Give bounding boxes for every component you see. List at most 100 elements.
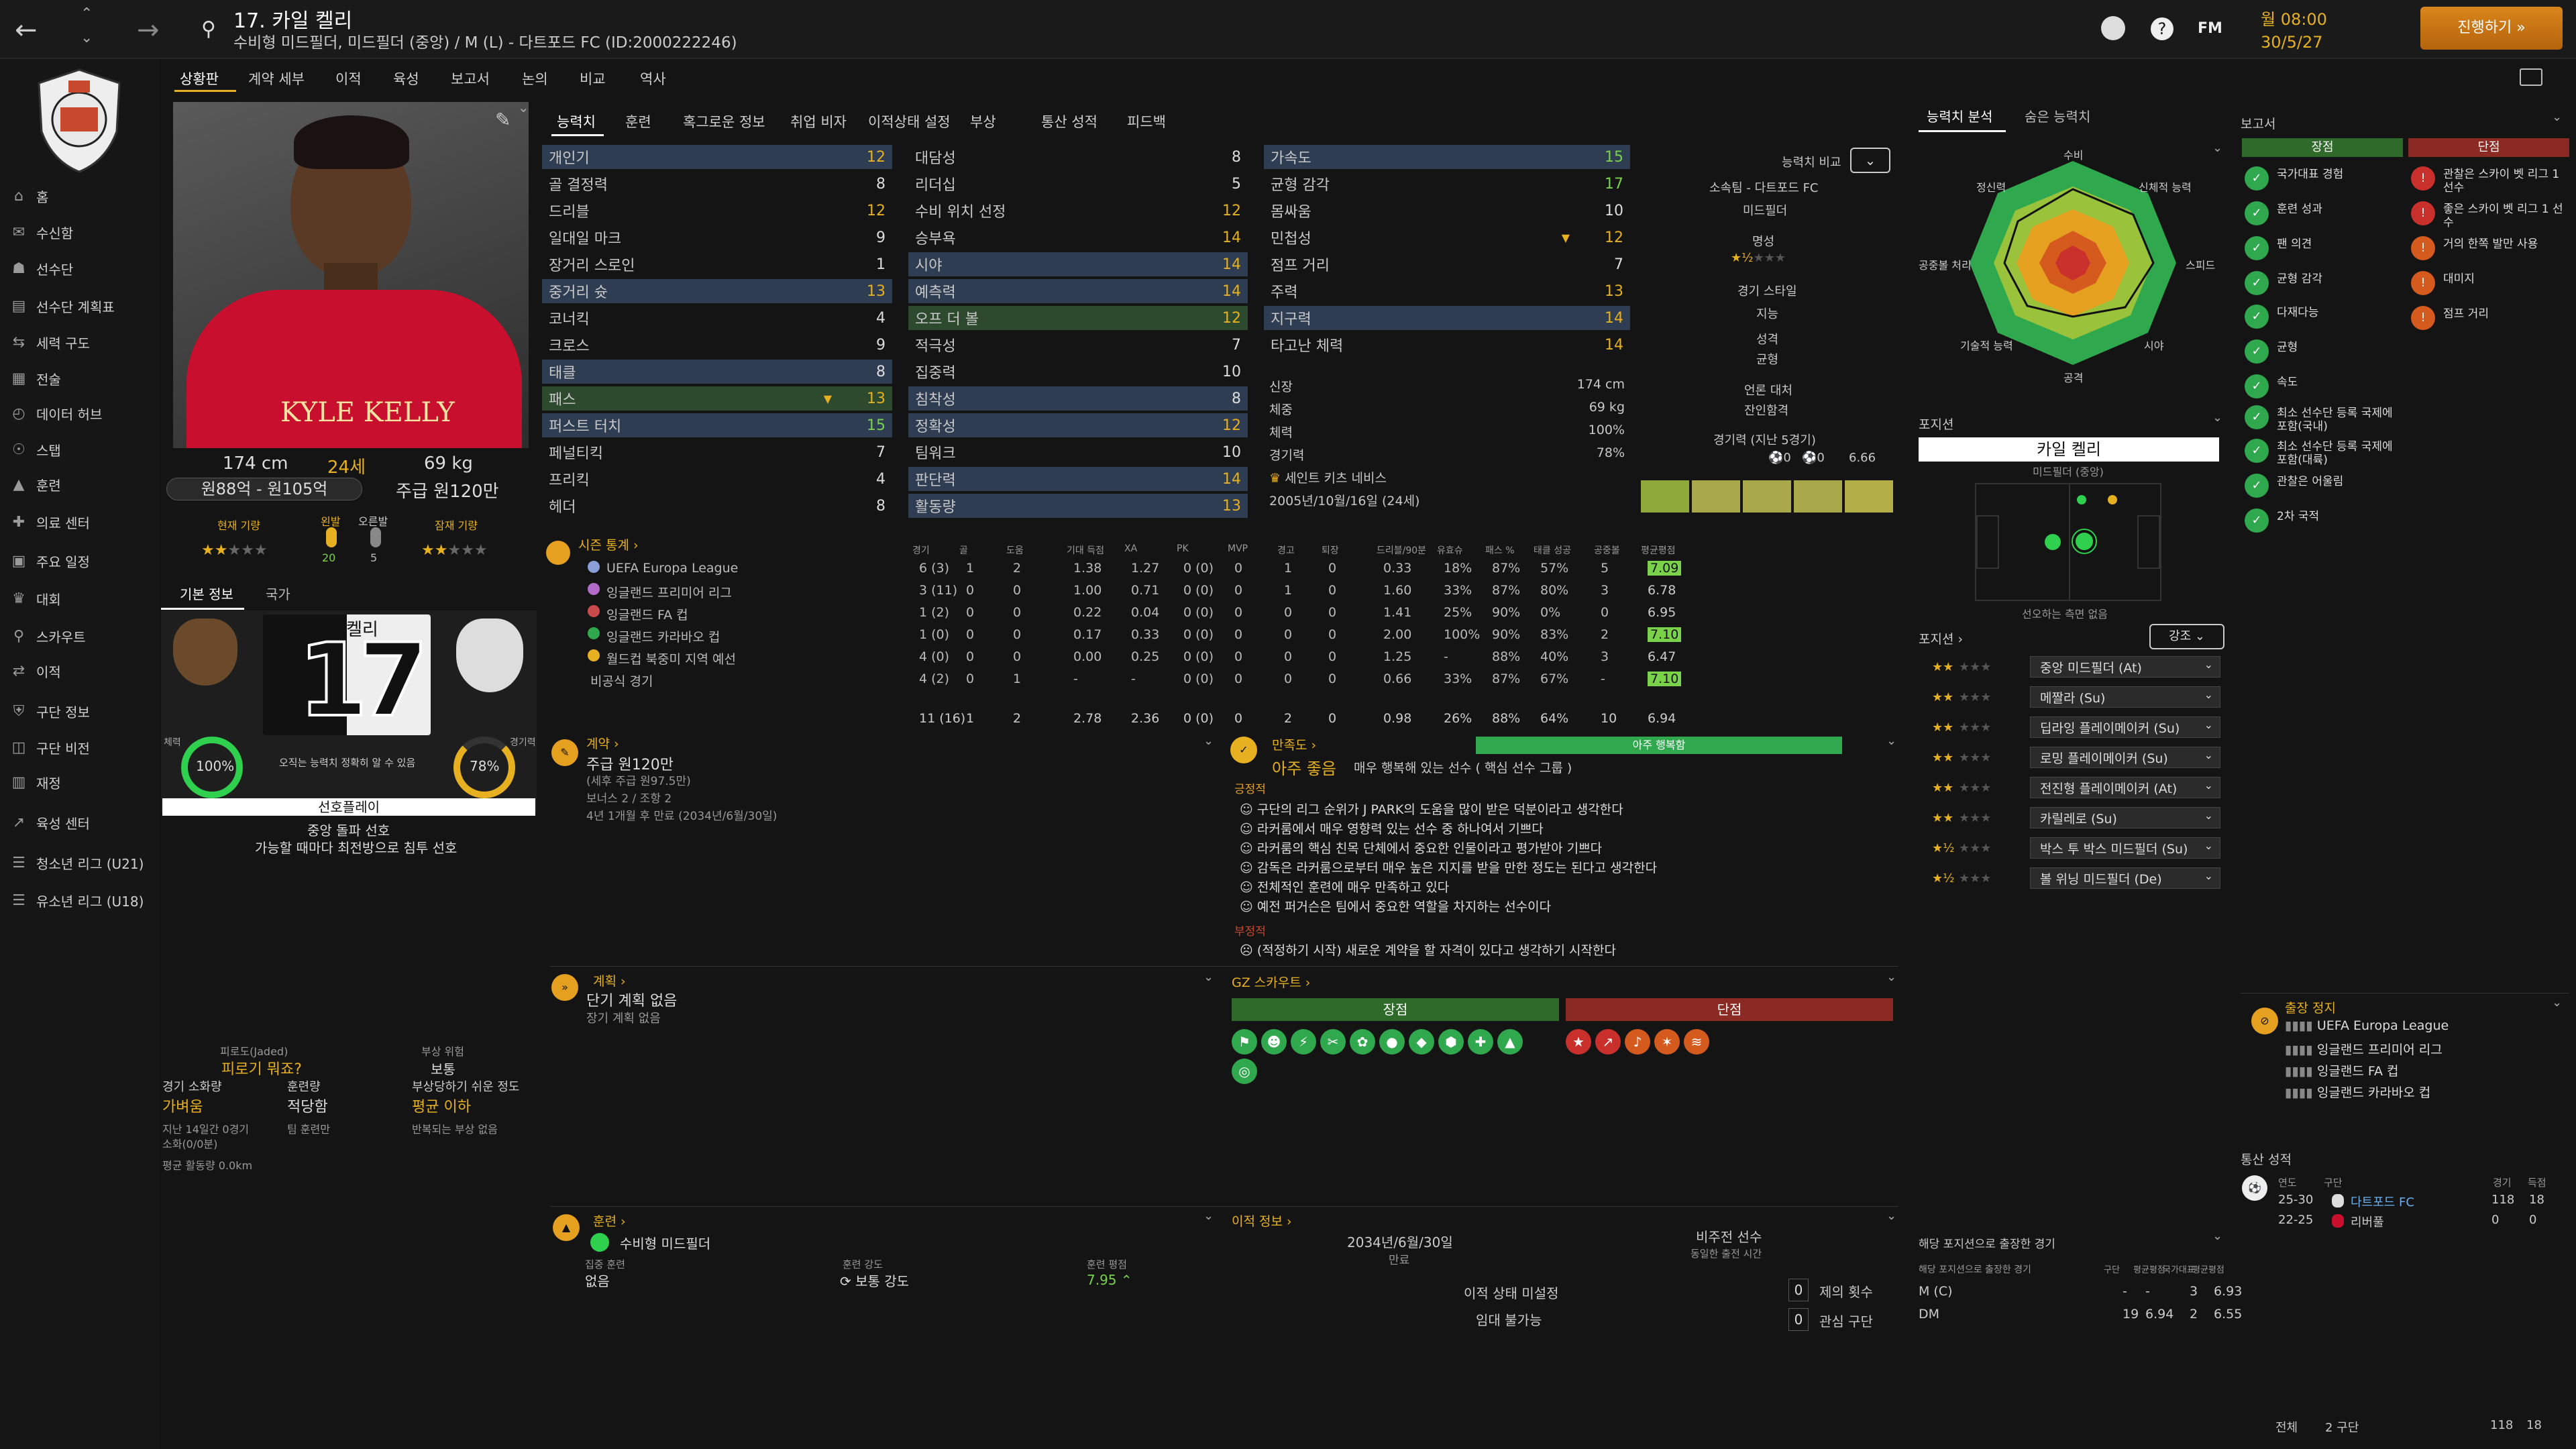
- stats-row[interactable]: 잉글랜드 프리미어 리그 3 (11) 0 0 1.00 0.71 0 (0) 0 1 0 1.60…: [577, 579, 1898, 601]
- role-row[interactable]: ★½ ★★★ 볼 위닝 미드필더 (De) ⌄: [1919, 866, 2222, 892]
- attr-row[interactable]: 정확성 12: [908, 413, 1248, 437]
- chevron-down-icon[interactable]: ⌄: [2212, 411, 2223, 425]
- attr-row[interactable]: 리더십 5: [908, 172, 1248, 196]
- attr-row[interactable]: 시야 14: [908, 252, 1248, 276]
- season-stats-title[interactable]: 시즌 통계 ›: [578, 538, 639, 553]
- attr-tab-3[interactable]: 취업 비자: [790, 114, 847, 130]
- help-icon[interactable]: ?: [2151, 17, 2174, 40]
- career-row[interactable]: 22-25 리버풀 0 0: [2278, 1212, 2560, 1232]
- attr-tab-0[interactable]: 능력치: [557, 114, 596, 130]
- attr-tab-4[interactable]: 이적상태 설정: [868, 114, 951, 130]
- basic-info-tab[interactable]: 기본 정보: [180, 586, 233, 602]
- attr-row[interactable]: 활동량 13: [908, 494, 1248, 518]
- subtab-transfer[interactable]: 이적: [335, 71, 362, 87]
- nav-item-1[interactable]: ✉ 수신함: [9, 217, 157, 247]
- training-title[interactable]: 훈련 ›: [593, 1214, 626, 1229]
- attr-row[interactable]: 일대일 마크 9: [542, 225, 892, 250]
- attr-row[interactable]: 타고난 체력 14: [1264, 333, 1630, 357]
- attr-row[interactable]: 중거리 슛 13: [542, 279, 892, 303]
- stats-row[interactable]: 월드컵 북중미 지역 예선 4 (0) 0 0 0.00 0.25 0 (0) 0 0 0 1.25…: [577, 645, 1898, 667]
- subtab-reports[interactable]: 보고서: [451, 71, 490, 87]
- nav-item-8[interactable]: ▲ 훈련: [9, 470, 157, 499]
- role-row[interactable]: ★★ ★★★ 카릴레로 (Su) ⌄: [1919, 806, 2222, 831]
- attr-row[interactable]: 장거리 스로인 1: [542, 252, 892, 276]
- nav-item-2[interactable]: ☗ 선수단: [9, 254, 157, 283]
- nav-item-7[interactable]: ☉ 스탭: [9, 435, 157, 464]
- attr-row[interactable]: 퍼스트 터치 15: [542, 413, 892, 437]
- continue-button[interactable]: 진행하기 »: [2420, 7, 2563, 50]
- chevron-down-icon[interactable]: ⌄: [1203, 1209, 1214, 1223]
- nav-item-6[interactable]: ◴ 데이터 허브: [9, 398, 157, 428]
- scout-title[interactable]: GZ 스카우트 ›: [1232, 975, 1311, 990]
- attr-row[interactable]: 개인기 12: [542, 145, 892, 169]
- role-dropdown[interactable]: 볼 위닝 미드필더 (De) ⌄: [2030, 867, 2220, 889]
- career-row[interactable]: 25-30 다트포드 FC 118 18: [2278, 1191, 2560, 1212]
- attr-row[interactable]: 승부욕 14: [908, 225, 1248, 250]
- role-row[interactable]: ★★ ★★★ 로밍 플레이메이커 (Su) ⌄: [1919, 745, 2222, 771]
- attr-row[interactable]: 주력 13: [1264, 279, 1630, 303]
- role-dropdown[interactable]: 로밍 플레이메이커 (Su) ⌄: [2030, 747, 2220, 768]
- subtab-compare[interactable]: 비교: [580, 71, 606, 87]
- attr-row[interactable]: 태클 8: [542, 360, 892, 384]
- nav-item-18[interactable]: ☰ 청소년 리그 (U21): [9, 848, 157, 877]
- contract-title[interactable]: 계약 ›: [586, 737, 619, 751]
- chevron-down-icon[interactable]: ⌄: [1886, 1209, 1897, 1223]
- nav-item-11[interactable]: ♛ 대회: [9, 584, 157, 613]
- attr-tab-1[interactable]: 훈련: [625, 114, 651, 130]
- plan-title[interactable]: 계획 ›: [593, 974, 626, 989]
- highlight-dropdown[interactable]: 강조 ⌄: [2149, 624, 2224, 649]
- chevron-down-icon[interactable]: ⌄: [2212, 1229, 2223, 1243]
- attr-row[interactable]: 침착성 8: [908, 386, 1248, 411]
- chevron-down-icon[interactable]: ⌄: [2552, 110, 2563, 124]
- back-icon[interactable]: ←: [15, 15, 38, 46]
- nav-item-3[interactable]: ▤ 선수단 계획표: [9, 291, 157, 321]
- role-dropdown[interactable]: 메짤라 (Su) ⌄: [2030, 686, 2220, 708]
- role-dropdown[interactable]: 박스 투 박스 미드필더 (Su) ⌄: [2030, 837, 2220, 859]
- nav-item-16[interactable]: ▥ 재정: [9, 767, 157, 797]
- attr-row[interactable]: 골 결정력 8: [542, 172, 892, 196]
- nav-item-14[interactable]: ⛨ 구단 정보: [9, 696, 157, 726]
- compare-dropdown[interactable]: ⌄: [1850, 148, 1890, 173]
- attr-row[interactable]: 페널티킥 7: [542, 440, 892, 464]
- attr-tab-7[interactable]: 피드백: [1127, 114, 1166, 130]
- attr-row[interactable]: 코너킥 4: [542, 306, 892, 330]
- attr-row[interactable]: 몸싸움 10: [1264, 199, 1630, 223]
- attr-row[interactable]: 수비 위치 선정 12: [908, 199, 1248, 223]
- chevron-down-icon[interactable]: ⌄: [1203, 734, 1214, 748]
- role-dropdown[interactable]: 전진형 플레이메이커 (At) ⌄: [2030, 777, 2220, 798]
- attr-tab-6[interactable]: 통산 성적: [1041, 114, 1097, 130]
- attr-row[interactable]: 크로스 9: [542, 333, 892, 357]
- attr-row[interactable]: 팀워크 10: [908, 440, 1248, 464]
- transfer-title[interactable]: 이적 정보 ›: [1232, 1214, 1292, 1229]
- role-dropdown[interactable]: 중앙 미드필더 (At) ⌄: [2030, 656, 2220, 678]
- club-badge-icon[interactable]: [2101, 16, 2125, 40]
- nation-tab[interactable]: 국가: [266, 586, 290, 602]
- search-icon[interactable]: ⚲: [201, 17, 216, 41]
- layout-icon[interactable]: [2520, 68, 2542, 86]
- nav-item-10[interactable]: ▣ 주요 일정: [9, 546, 157, 576]
- edit-icon[interactable]: ✎: [495, 109, 511, 131]
- nav-item-15[interactable]: ◫ 구단 비전: [9, 733, 157, 762]
- forward-icon[interactable]: →: [137, 15, 160, 46]
- calendar-date[interactable]: 월 08:00 30/5/27: [2261, 10, 2327, 52]
- nav-up-icon[interactable]: ⌃: [80, 5, 93, 22]
- subtab-development[interactable]: 육성: [393, 71, 419, 87]
- nav-down-icon[interactable]: ⌄: [80, 30, 93, 46]
- attr-row[interactable]: 판단력 14: [908, 467, 1248, 491]
- stats-row[interactable]: 잉글랜드 FA 컵 1 (2) 0 0 0.22 0.04 0 (0) 0 0 0 1.41 25% 9…: [577, 601, 1898, 623]
- subtab-contract[interactable]: 계약 세부: [248, 71, 305, 87]
- attr-row[interactable]: 드리블 12: [542, 199, 892, 223]
- happiness-title[interactable]: 만족도 ›: [1272, 738, 1317, 753]
- attr-row[interactable]: 적극성 7: [908, 333, 1248, 357]
- role-row[interactable]: ★★ ★★★ 중앙 미드필더 (At) ⌄: [1919, 655, 2222, 680]
- role-dropdown[interactable]: 딥라잉 플레이메이커 (Su) ⌄: [2030, 716, 2220, 738]
- nav-item-12[interactable]: ⚲ 스카우트: [9, 621, 157, 651]
- attr-row[interactable]: 지구력 14: [1264, 306, 1630, 330]
- nav-item-19[interactable]: ☰ 유소년 리그 (U18): [9, 885, 157, 915]
- hidden-attr-tab[interactable]: 숨은 능력치: [2025, 109, 2091, 125]
- nav-item-17[interactable]: ↗ 육성 센터: [9, 808, 157, 837]
- attr-row[interactable]: 균형 감각 17: [1264, 172, 1630, 196]
- chevron-down-icon[interactable]: ⌄: [1886, 970, 1897, 984]
- analysis-tab[interactable]: 능력치 분석: [1927, 109, 1993, 125]
- fm-logo[interactable]: FM: [2198, 20, 2222, 37]
